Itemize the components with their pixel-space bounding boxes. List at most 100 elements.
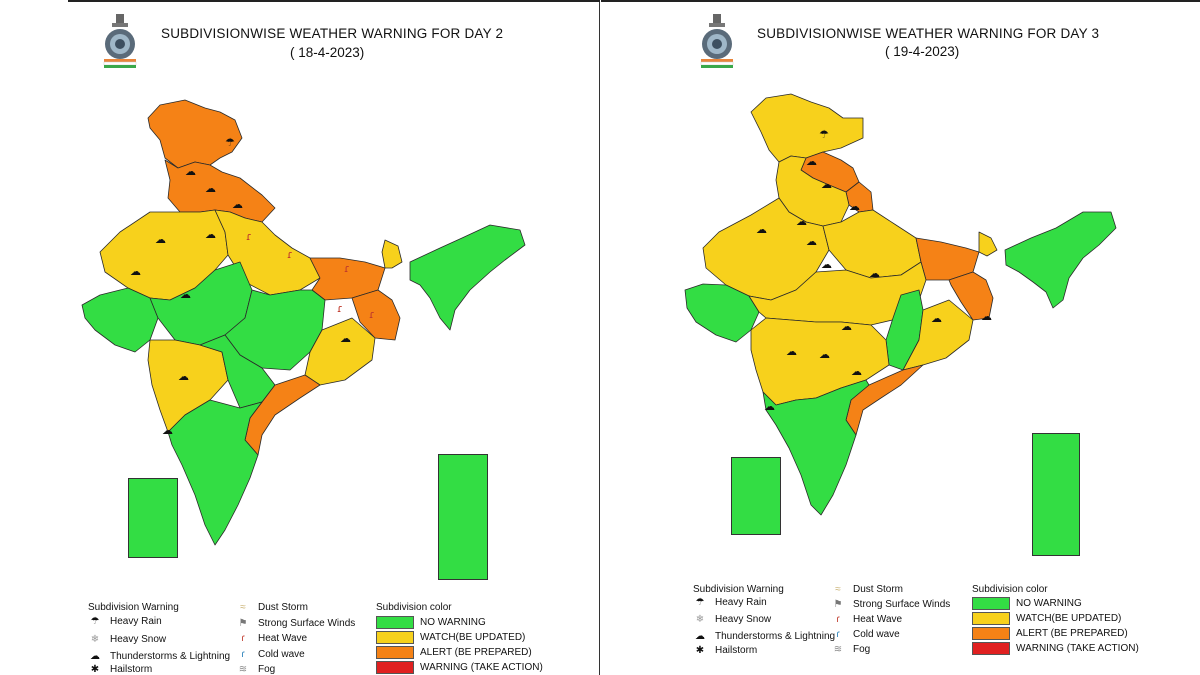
- hailstorm-icon: ✱: [90, 663, 100, 675]
- legend-color-item: ALERT (BE PREPARED): [376, 646, 532, 659]
- thunderstorm-icon: ☁: [819, 348, 830, 361]
- thunderstorm-icon: ☁: [841, 320, 852, 333]
- thunderstorm-icon: ☁: [764, 400, 775, 413]
- legend-item: ❄ Heavy Snow: [693, 614, 771, 625]
- day2-panel: SUBDIVISIONWISE WEATHER WARNING FOR DAY …: [68, 0, 600, 675]
- color-swatch: [972, 627, 1010, 640]
- thunderstorm-icon: ☁: [178, 370, 189, 383]
- heat-wave-icon: ɾ: [241, 632, 245, 644]
- hailstorm-icon: ✱: [695, 644, 705, 656]
- heavy-rain-icon: ☂: [225, 136, 235, 149]
- heat-wave-icon: ɾ: [836, 613, 840, 625]
- legend-color-header: Subdivision color: [376, 602, 452, 613]
- region-coastal-andhra: [244, 374, 321, 456]
- color-swatch: [376, 616, 414, 629]
- thunderstorm-icon: ☁: [130, 265, 141, 278]
- region-south-peninsula: [167, 399, 263, 546]
- dust-storm-icon: ≈: [835, 583, 841, 595]
- thunderstorm-icon: ☁: [821, 258, 832, 271]
- legend-item: ☁ Thunderstorms & Lightning: [90, 650, 231, 662]
- legend-color-item: NO WARNING: [376, 616, 486, 629]
- thunderstorm-icon: ☁: [931, 312, 942, 325]
- map-date: ( 19-4-2023): [885, 44, 960, 59]
- legend-item: ɾ Heat Wave: [831, 614, 902, 625]
- thunderstorm-icon: ☁: [869, 267, 880, 280]
- region-jammu-kashmir: [750, 93, 864, 163]
- thunderstorm-icon: ☁: [205, 228, 216, 241]
- thunderstorm-icon: ☁: [849, 200, 860, 213]
- legend-item: ☂ Heavy Rain: [693, 597, 767, 608]
- wind-icon: ⚑: [238, 617, 248, 629]
- india-map-day2: ☂ ☁ ☁ ☁ ☁ ☁ ☁ ☁ ☁ ☁ ☁ ɾ ɾ ɾ ɾ ɾ: [81, 99, 526, 546]
- legend-item: ☂ Heavy Rain: [88, 616, 162, 627]
- color-swatch: [972, 612, 1010, 625]
- legend-color-item: WATCH(BE UPDATED): [972, 612, 1121, 625]
- heat-wave-icon: ɾ: [369, 308, 375, 321]
- heat-wave-icon: ɾ: [246, 230, 252, 243]
- heavy-rain-icon: ☂: [819, 128, 829, 141]
- legend-item: ❄ Heavy Snow: [88, 634, 166, 645]
- andaman-inset: [1032, 433, 1080, 556]
- color-swatch: [972, 642, 1010, 655]
- top-border: [68, 0, 600, 2]
- thunderstorm-icon: ☁: [90, 650, 100, 662]
- heat-wave-icon: ɾ: [337, 302, 343, 315]
- heavy-snow-icon: ❄: [90, 633, 100, 645]
- fog-icon: ≋: [238, 663, 248, 675]
- legend-warning-header: Subdivision Warning: [693, 584, 784, 595]
- day3-panel: SUBDIVISIONWISE WEATHER WARNING FOR DAY …: [601, 0, 1200, 675]
- thunderstorm-icon: ☁: [162, 424, 173, 437]
- thunderstorm-icon: ☁: [821, 178, 832, 191]
- thunderstorm-icon: ☁: [155, 233, 166, 246]
- legend-item: ✱ Hailstorm: [88, 664, 152, 675]
- map-date: ( 18-4-2023): [290, 45, 365, 60]
- legend-item: ≈ Dust Storm: [831, 584, 903, 595]
- legend-warning-header: Subdivision Warning: [88, 602, 179, 613]
- thunderstorm-icon: ☁: [796, 215, 807, 228]
- wind-icon: ⚑: [833, 598, 843, 610]
- thunderstorm-icon: ☁: [180, 288, 191, 301]
- heavy-rain-icon: ☂: [90, 615, 100, 627]
- color-swatch: [376, 661, 414, 674]
- region-west-bengal: [351, 289, 401, 341]
- thunderstorm-icon: ☁: [786, 345, 797, 358]
- heavy-rain-icon: ☂: [695, 596, 705, 608]
- fog-icon: ≋: [833, 643, 843, 655]
- lakshadweep-inset: [128, 478, 178, 558]
- thunderstorm-icon: ☁: [185, 165, 196, 178]
- legend-item: ⚑ Strong Surface Winds: [236, 617, 356, 629]
- region-odisha: [304, 317, 376, 386]
- heat-wave-icon: ɾ: [287, 248, 293, 261]
- color-swatch: [376, 631, 414, 644]
- color-swatch: [972, 597, 1010, 610]
- legend-item: ≈ Dust Storm: [236, 602, 308, 613]
- region-jammu-kashmir: [147, 99, 243, 169]
- thunderstorm-icon: ☁: [806, 235, 817, 248]
- legend-item: ≋ Fog: [831, 644, 870, 655]
- region-south-peninsula: [762, 379, 870, 516]
- thunderstorm-icon: ☁: [695, 630, 705, 642]
- region-odisha: [902, 299, 974, 371]
- cold-wave-icon: ɾ: [836, 628, 840, 640]
- cold-wave-icon: ɾ: [241, 648, 245, 660]
- legend-item: ɾ Heat Wave: [236, 633, 307, 644]
- thunderstorm-icon: ☁: [851, 365, 862, 378]
- andaman-inset: [438, 454, 488, 580]
- thunderstorm-icon: ☁: [205, 182, 216, 195]
- imd-emblem-icon: [700, 14, 734, 68]
- legend-color-item: WARNING (TAKE ACTION): [972, 642, 1139, 655]
- legend-color-item: WATCH(BE UPDATED): [376, 631, 525, 644]
- thunderstorm-icon: ☁: [806, 155, 817, 168]
- legend-item: ɾ Cold wave: [831, 628, 899, 640]
- legend-color-item: ALERT (BE PREPARED): [972, 627, 1128, 640]
- thunderstorm-icon: ☁: [756, 223, 767, 236]
- top-border: [601, 0, 1200, 2]
- map-title: SUBDIVISIONWISE WEATHER WARNING FOR DAY …: [161, 26, 504, 41]
- legend-color-header: Subdivision color: [972, 584, 1048, 595]
- legend-item: ⚑ Strong Surface Winds: [831, 598, 951, 610]
- thunderstorm-icon: ☁: [981, 310, 992, 323]
- heat-wave-icon: ɾ: [344, 262, 350, 275]
- thunderstorm-icon: ☁: [232, 198, 243, 211]
- region-northeast: [409, 224, 526, 331]
- color-swatch: [376, 646, 414, 659]
